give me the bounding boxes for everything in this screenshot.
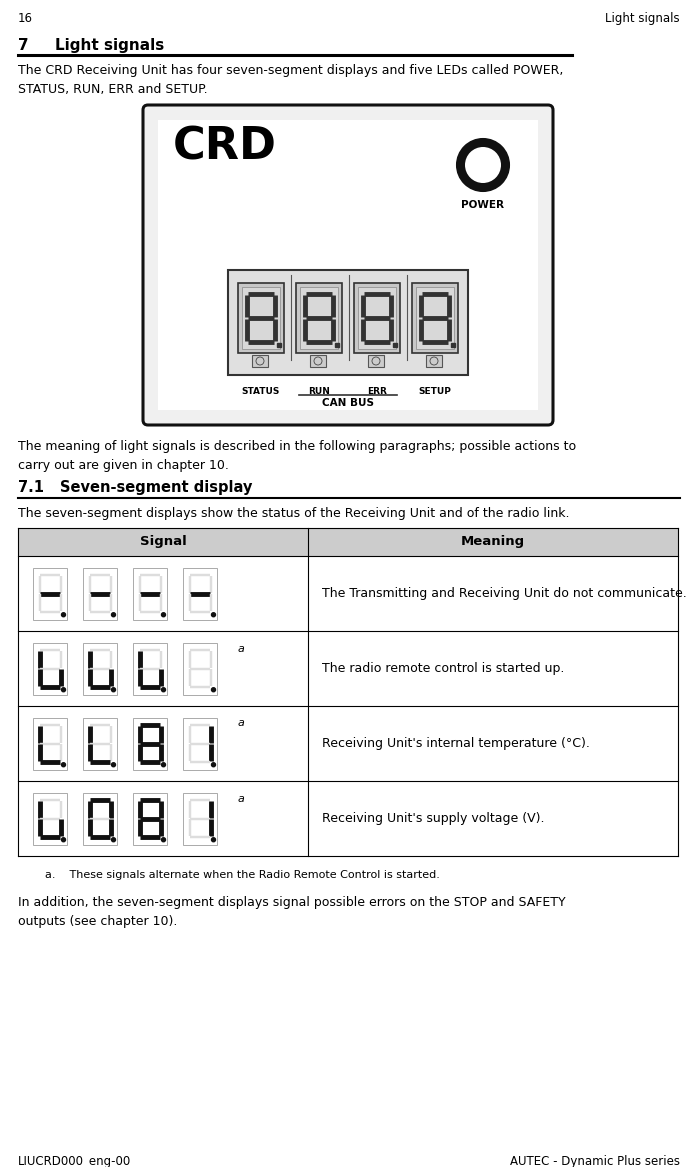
Bar: [158, 120, 538, 410]
Circle shape: [161, 838, 165, 841]
Circle shape: [61, 613, 66, 616]
Bar: [412, 284, 458, 352]
Circle shape: [211, 763, 216, 767]
Bar: [310, 355, 326, 366]
Bar: [416, 287, 454, 349]
Bar: [83, 643, 117, 694]
Bar: [358, 287, 396, 349]
Text: Signal: Signal: [140, 536, 186, 548]
Text: ERR: ERR: [367, 387, 387, 396]
Text: a.    These signals alternate when the Radio Remote Control is started.: a. These signals alternate when the Radi…: [45, 871, 440, 880]
Text: The radio remote control is started up.: The radio remote control is started up.: [322, 662, 565, 675]
Bar: [18, 555, 678, 631]
Bar: [277, 343, 281, 347]
Circle shape: [256, 357, 264, 365]
Circle shape: [61, 838, 66, 841]
Bar: [296, 284, 342, 352]
Text: Light signals: Light signals: [605, 12, 680, 25]
Text: Meaning: Meaning: [461, 536, 525, 548]
Text: 7: 7: [18, 39, 29, 53]
Bar: [18, 706, 678, 781]
Text: POWER: POWER: [461, 200, 505, 210]
Text: a: a: [238, 719, 245, 728]
Text: CRD: CRD: [173, 125, 277, 168]
Text: 7.1: 7.1: [18, 480, 44, 495]
Circle shape: [372, 357, 380, 365]
Circle shape: [211, 838, 216, 841]
Text: RUN: RUN: [308, 387, 330, 396]
Bar: [368, 355, 384, 366]
Bar: [451, 343, 455, 347]
Circle shape: [314, 357, 322, 365]
Circle shape: [112, 838, 115, 841]
Bar: [300, 287, 338, 349]
Circle shape: [112, 687, 115, 692]
Circle shape: [112, 763, 115, 767]
Circle shape: [465, 147, 501, 183]
Bar: [33, 643, 67, 694]
Bar: [18, 781, 678, 857]
Text: a: a: [238, 794, 245, 804]
Text: The Transmitting and Receiving Unit do not communicate.: The Transmitting and Receiving Unit do n…: [322, 587, 687, 600]
Bar: [133, 567, 167, 620]
Circle shape: [161, 763, 165, 767]
Bar: [252, 355, 268, 366]
Bar: [354, 284, 400, 352]
Circle shape: [161, 687, 165, 692]
Bar: [83, 792, 117, 845]
Bar: [133, 718, 167, 769]
Bar: [393, 343, 397, 347]
Circle shape: [211, 687, 216, 692]
Text: Receiving Unit's internal temperature (°C).: Receiving Unit's internal temperature (°…: [322, 738, 590, 750]
Bar: [18, 631, 678, 706]
Bar: [18, 527, 678, 555]
FancyBboxPatch shape: [143, 105, 553, 425]
Circle shape: [430, 357, 438, 365]
Text: SETUP: SETUP: [419, 387, 452, 396]
Text: a: a: [238, 643, 245, 654]
Text: The meaning of light signals is described in the following paragraphs; possible : The meaning of light signals is describe…: [18, 440, 576, 471]
Bar: [133, 643, 167, 694]
Text: CAN BUS: CAN BUS: [322, 398, 374, 408]
Text: Receiving Unit's supply voltage (V).: Receiving Unit's supply voltage (V).: [322, 812, 544, 825]
Circle shape: [112, 613, 115, 616]
Circle shape: [61, 763, 66, 767]
Text: The CRD Receiving Unit has four seven-segment displays and five LEDs called POWE: The CRD Receiving Unit has four seven-se…: [18, 64, 563, 96]
Bar: [33, 718, 67, 769]
Bar: [426, 355, 442, 366]
Text: LIUCRD000_eng-00: LIUCRD000_eng-00: [18, 1155, 131, 1167]
Bar: [228, 270, 468, 375]
Bar: [183, 567, 217, 620]
Bar: [33, 567, 67, 620]
Text: STATUS: STATUS: [242, 387, 280, 396]
Text: The seven-segment displays show the status of the Receiving Unit and of the radi: The seven-segment displays show the stat…: [18, 506, 570, 520]
Circle shape: [457, 139, 509, 191]
Circle shape: [161, 613, 165, 616]
Bar: [183, 643, 217, 694]
Bar: [83, 718, 117, 769]
Bar: [183, 718, 217, 769]
Text: Seven-segment display: Seven-segment display: [60, 480, 253, 495]
Bar: [242, 287, 280, 349]
Bar: [335, 343, 339, 347]
Bar: [238, 284, 284, 352]
Text: Light signals: Light signals: [55, 39, 164, 53]
Bar: [183, 792, 217, 845]
Text: AUTEC - Dynamic Plus series: AUTEC - Dynamic Plus series: [510, 1155, 680, 1167]
Circle shape: [61, 687, 66, 692]
Bar: [83, 567, 117, 620]
Bar: [133, 792, 167, 845]
Text: 16: 16: [18, 12, 33, 25]
Text: In addition, the seven-segment displays signal possible errors on the STOP and S: In addition, the seven-segment displays …: [18, 896, 565, 928]
Circle shape: [211, 613, 216, 616]
Bar: [33, 792, 67, 845]
